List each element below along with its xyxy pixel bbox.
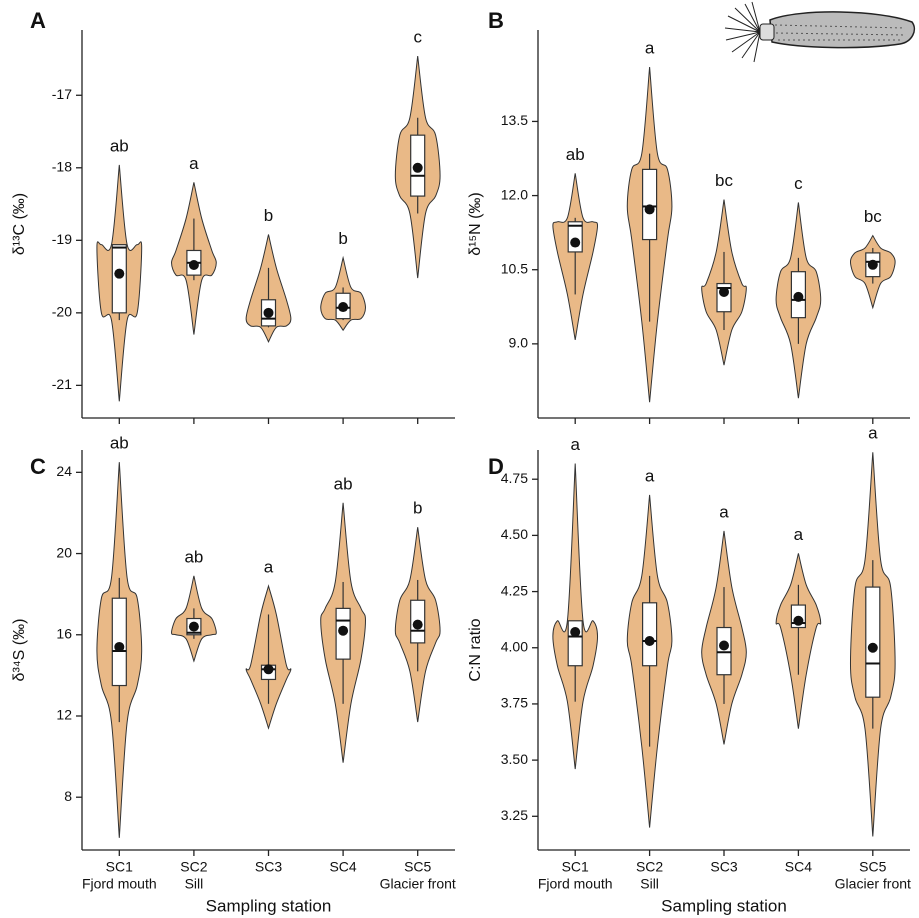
group-label: a bbox=[645, 39, 655, 58]
x-tick-sublabel: Glacier front bbox=[380, 876, 456, 892]
group-label: b bbox=[338, 229, 347, 248]
box bbox=[865, 586, 881, 698]
x-tick-sublabel: Fjord mouth bbox=[82, 876, 157, 892]
mean-point bbox=[719, 640, 729, 651]
mean-point bbox=[570, 237, 581, 248]
x-tick-label: SC1 bbox=[562, 859, 589, 875]
y-tick-label: 8 bbox=[64, 788, 72, 804]
mean-point bbox=[188, 621, 199, 632]
mean-point bbox=[338, 302, 349, 313]
group-label: a bbox=[189, 154, 199, 173]
group-label: a bbox=[645, 466, 655, 485]
x-tick-label: SC2 bbox=[180, 859, 207, 875]
group-label: c bbox=[413, 28, 422, 47]
box bbox=[111, 597, 127, 687]
group-label: ab bbox=[334, 474, 353, 493]
x-tick-label: SC3 bbox=[255, 859, 282, 875]
x-tick-sublabel: Sill bbox=[185, 876, 204, 892]
x-tick-sublabel: Sill bbox=[640, 876, 659, 892]
mean-point bbox=[114, 641, 125, 652]
box bbox=[716, 626, 732, 676]
mean-point bbox=[338, 625, 349, 636]
mean-point bbox=[793, 291, 804, 302]
x-tick-label: SC4 bbox=[329, 859, 356, 875]
sea-cucumber-illustration bbox=[724, 1, 916, 63]
y-tick-label: -21 bbox=[52, 376, 72, 392]
mean-point bbox=[570, 627, 581, 638]
y-tick-label: 12.0 bbox=[501, 186, 528, 202]
x-tick-label: SC2 bbox=[636, 859, 663, 875]
y-tick-label: 4.75 bbox=[501, 470, 528, 486]
mean-point bbox=[263, 307, 274, 318]
y-tick-label: -19 bbox=[52, 231, 72, 247]
x-axis-label: Sampling station bbox=[206, 896, 332, 915]
y-axis-label: δ¹³C (‰) bbox=[11, 193, 28, 255]
y-tick-label: 20 bbox=[56, 544, 72, 560]
x-tick-label: SC1 bbox=[106, 859, 133, 875]
mean-point bbox=[263, 664, 274, 675]
panel-label: A bbox=[30, 8, 46, 33]
group-label: ab bbox=[110, 136, 129, 155]
group-label: b bbox=[413, 499, 422, 518]
violin bbox=[552, 463, 599, 770]
x-tick-label: SC5 bbox=[859, 859, 886, 875]
group-label: bc bbox=[864, 207, 882, 226]
y-axis-label: δ¹⁵N (‰) bbox=[467, 192, 484, 256]
mean-point bbox=[412, 619, 423, 630]
y-axis-label: C:N ratio bbox=[467, 618, 484, 681]
mean-point bbox=[719, 286, 729, 297]
mean-point bbox=[188, 259, 199, 270]
y-tick-label: 3.25 bbox=[501, 807, 528, 823]
group-label: a bbox=[868, 424, 878, 443]
mean-point bbox=[114, 268, 125, 279]
y-tick-label: 9.0 bbox=[509, 335, 529, 351]
mean-point bbox=[867, 642, 878, 653]
x-tick-label: SC5 bbox=[404, 859, 431, 875]
group-label: b bbox=[264, 206, 273, 225]
mean-point bbox=[867, 259, 878, 270]
mean-point bbox=[644, 636, 655, 647]
y-tick-label: 4.50 bbox=[501, 526, 528, 542]
mean-point bbox=[412, 162, 423, 173]
y-tick-label: 12 bbox=[56, 707, 72, 723]
x-tick-label: SC4 bbox=[785, 859, 812, 875]
x-tick-label: SC3 bbox=[710, 859, 737, 875]
y-tick-label: 3.50 bbox=[501, 751, 528, 767]
panel-label: C bbox=[30, 454, 46, 479]
mean-point bbox=[644, 204, 655, 215]
panel-label: D bbox=[488, 454, 504, 479]
panel-label: B bbox=[488, 8, 504, 33]
group-label: ab bbox=[184, 547, 203, 566]
y-tick-label: -18 bbox=[52, 158, 72, 174]
y-tick-label: -17 bbox=[52, 86, 72, 102]
x-tick-sublabel: Glacier front bbox=[835, 876, 911, 892]
y-tick-label: -20 bbox=[52, 304, 72, 320]
y-tick-label: 13.5 bbox=[501, 112, 528, 128]
y-tick-label: 4.00 bbox=[501, 638, 528, 654]
box bbox=[641, 602, 658, 667]
y-tick-label: 10.5 bbox=[501, 260, 528, 276]
group-label: a bbox=[570, 435, 580, 454]
group-label: a bbox=[794, 525, 804, 544]
group-label: a bbox=[264, 558, 274, 577]
y-axis-label: δ³⁴S (‰) bbox=[11, 619, 28, 682]
group-label: ab bbox=[110, 434, 129, 453]
x-axis-label: Sampling station bbox=[661, 896, 787, 915]
y-tick-label: 24 bbox=[56, 463, 72, 479]
group-label: ab bbox=[566, 145, 585, 164]
group-label: bc bbox=[715, 171, 733, 190]
y-tick-label: 4.25 bbox=[501, 582, 528, 598]
mean-point bbox=[793, 615, 804, 626]
group-label: c bbox=[794, 174, 803, 193]
y-tick-label: 3.75 bbox=[501, 695, 528, 711]
y-tick-label: 16 bbox=[56, 625, 72, 641]
x-tick-sublabel: Fjord mouth bbox=[538, 876, 613, 892]
box bbox=[111, 244, 127, 314]
group-label: a bbox=[719, 502, 729, 521]
